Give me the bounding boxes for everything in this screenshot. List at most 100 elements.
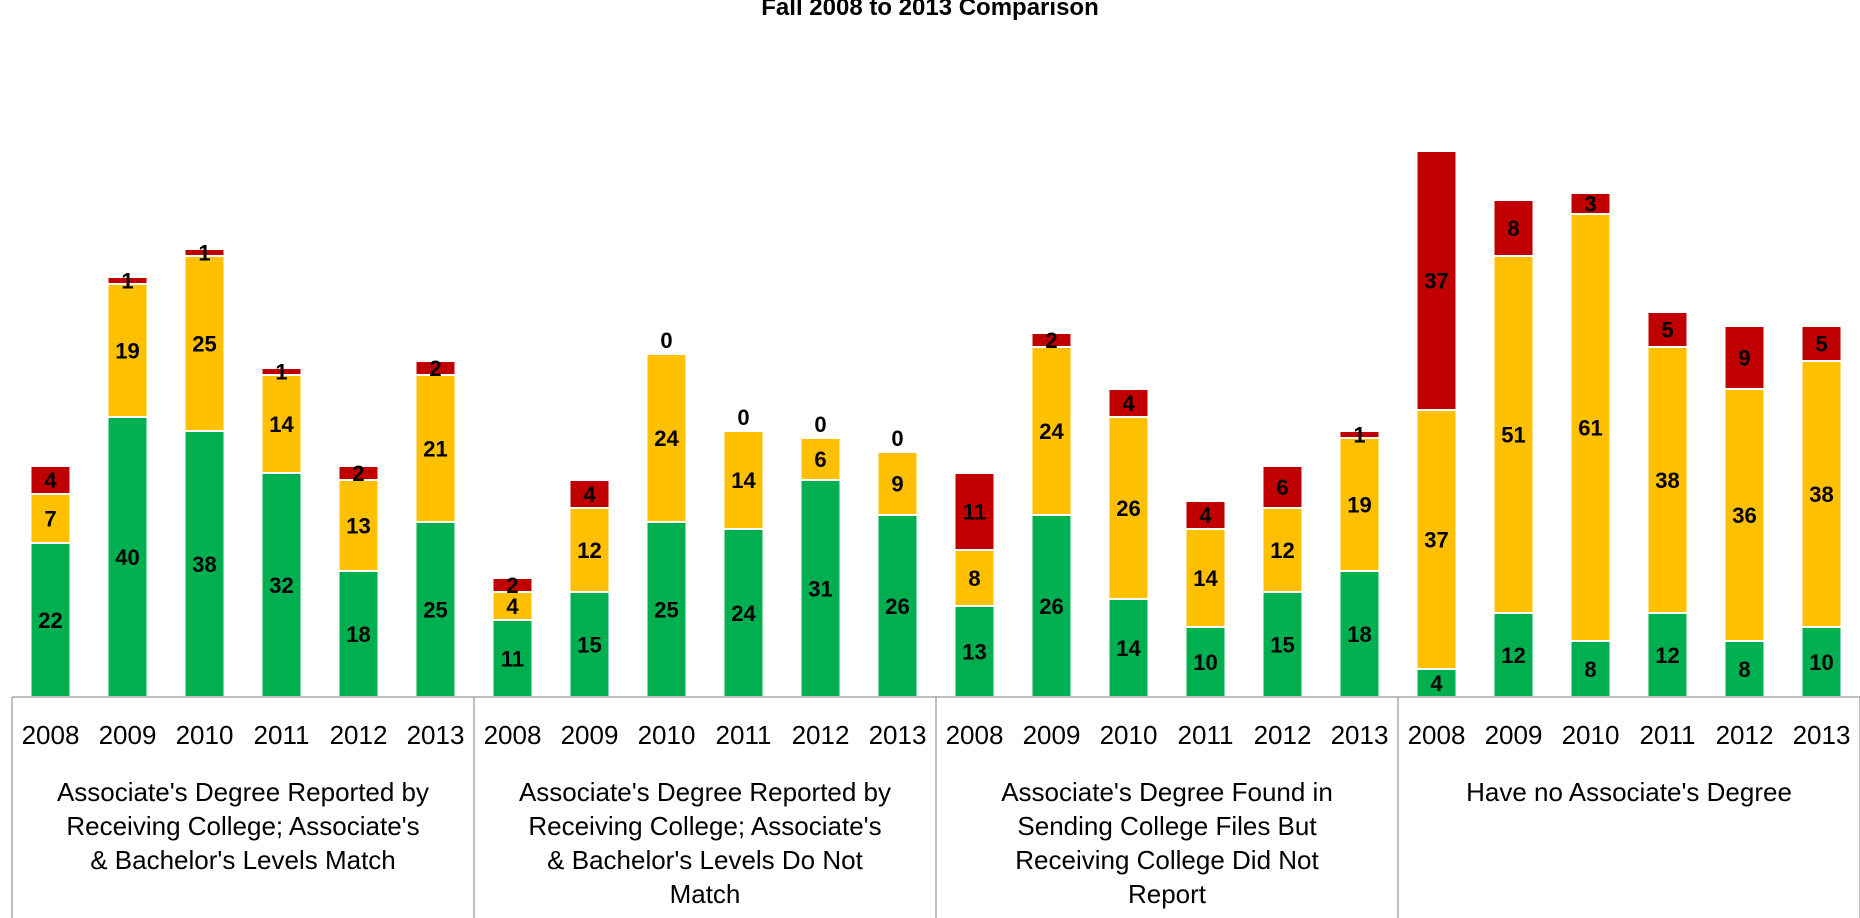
bar-segment-red: [1492, 199, 1535, 257]
data-label-green: 26: [1039, 594, 1063, 619]
year-tick-label: 2008: [484, 720, 542, 750]
data-label-red: 5: [1815, 332, 1827, 357]
data-label-yellow: 14: [731, 468, 756, 493]
bar-segment-yellow: [260, 374, 303, 474]
year-tick-label: 2009: [1485, 720, 1543, 750]
data-label-yellow: 61: [1578, 416, 1602, 441]
year-tick-label: 2008: [22, 720, 80, 750]
year-tick-label: 2010: [1562, 720, 1620, 750]
data-label-green: 12: [1501, 643, 1525, 668]
group-label-line: & Bachelor's Levels Do Not: [547, 845, 863, 875]
group-label-line: Receiving College; Associate's: [528, 811, 881, 841]
data-label-red: 2: [352, 461, 364, 486]
data-label-yellow: 26: [1116, 496, 1140, 521]
data-label-yellow: 36: [1732, 503, 1756, 528]
data-label-green: 25: [423, 598, 447, 623]
bar-segment-red: [414, 360, 457, 376]
data-label-yellow: 9: [891, 472, 903, 497]
bar-segment-yellow: [1107, 416, 1150, 600]
data-label-red: 8: [1507, 216, 1519, 241]
year-tick-label: 2011: [254, 720, 310, 750]
data-label-green: 13: [962, 640, 986, 665]
bar-segment-red: [1030, 332, 1073, 348]
bar-segment-red: [953, 472, 996, 551]
bar-segment-red: [1646, 311, 1689, 348]
chart-title: Fall 2008 to 2013 Comparison: [761, 0, 1098, 21]
bar-segment-green: [29, 542, 72, 698]
bar-segment-yellow: [876, 451, 919, 516]
bar-segment-yellow: [722, 430, 765, 530]
year-tick-label: 2010: [1100, 720, 1158, 750]
data-label-yellow: 6: [814, 447, 826, 472]
data-label-green: 25: [654, 598, 678, 623]
bar-segment-yellow: [1800, 360, 1843, 628]
data-label-red: 1: [275, 360, 287, 385]
data-label-red: 0: [737, 405, 749, 430]
bar-segment-red: [568, 479, 611, 509]
data-label-green: 32: [269, 573, 293, 598]
data-label-red: 4: [1122, 391, 1135, 416]
data-label-green: 18: [1347, 622, 1371, 647]
bar-segment-red: [1415, 150, 1458, 411]
data-label-green: 26: [885, 594, 909, 619]
group-label-line: Match: [670, 879, 741, 909]
data-label-green: 15: [577, 633, 601, 658]
group-label-line: Receiving College Did Not: [1015, 845, 1319, 875]
data-label-green: 24: [731, 601, 756, 626]
data-label-red: 9: [1738, 346, 1750, 371]
year-tick-label: 2011: [1178, 720, 1234, 750]
data-label-yellow: 24: [1039, 419, 1064, 444]
year-tick-label: 2009: [561, 720, 619, 750]
group-label-line: Associate's Degree Reported by: [57, 777, 429, 807]
bar-segment-yellow: [799, 437, 842, 481]
bar-segment-green: [568, 591, 611, 698]
bar-segment-green: [1492, 612, 1535, 698]
year-tick-label: 2011: [716, 720, 772, 750]
data-label-green: 11: [501, 647, 524, 672]
data-label-red: 3: [1584, 192, 1596, 217]
bar-segment-red: [1338, 430, 1381, 439]
data-label-green: 15: [1270, 633, 1294, 658]
bar-segment-yellow: [645, 353, 688, 523]
year-tick-label: 2009: [1023, 720, 1081, 750]
bar-segment-red: [260, 367, 303, 376]
data-label-green: 14: [1116, 636, 1141, 661]
data-label-yellow: 19: [1347, 493, 1371, 518]
year-tick-label: 2008: [1408, 720, 1466, 750]
bar-segment-yellow: [1723, 388, 1766, 642]
bar-segment-yellow: [414, 374, 457, 523]
year-tick-label: 2012: [1716, 720, 1774, 750]
data-label-green: 10: [1193, 650, 1217, 675]
data-label-red: 1: [198, 241, 210, 266]
data-label-red: 1: [121, 269, 133, 294]
data-label-yellow: 38: [1655, 468, 1679, 493]
bar-segment-red: [491, 577, 534, 593]
data-label-yellow: 8: [968, 566, 980, 591]
bar-segment-yellow: [953, 549, 996, 607]
data-label-yellow: 4: [506, 594, 519, 619]
bar-segment-yellow: [1569, 213, 1612, 642]
data-label-green: 31: [808, 577, 832, 602]
bar-segment-green: [1184, 626, 1227, 698]
data-label-green: 8: [1738, 657, 1750, 682]
data-label-red: 4: [1199, 503, 1212, 528]
data-label-red: 0: [891, 426, 903, 451]
bar-segment-red: [29, 465, 72, 495]
data-label-yellow: 25: [192, 332, 216, 357]
data-label-green: 4: [1430, 671, 1443, 696]
data-label-green: 38: [192, 552, 216, 577]
bar-segment-green: [337, 570, 380, 698]
data-label-green: 8: [1584, 657, 1596, 682]
year-tick-label: 2012: [792, 720, 850, 750]
bar-segment-red: [1107, 388, 1150, 418]
data-label-yellow: 13: [346, 514, 370, 539]
year-tick-label: 2013: [869, 720, 927, 750]
data-label-yellow: 37: [1424, 528, 1448, 553]
data-label-green: 10: [1809, 650, 1833, 675]
year-tick-label: 2012: [1254, 720, 1312, 750]
data-label-green: 12: [1655, 643, 1679, 668]
data-label-yellow: 7: [44, 507, 56, 532]
bar-segment-yellow: [106, 283, 149, 418]
year-tick-label: 2010: [176, 720, 234, 750]
